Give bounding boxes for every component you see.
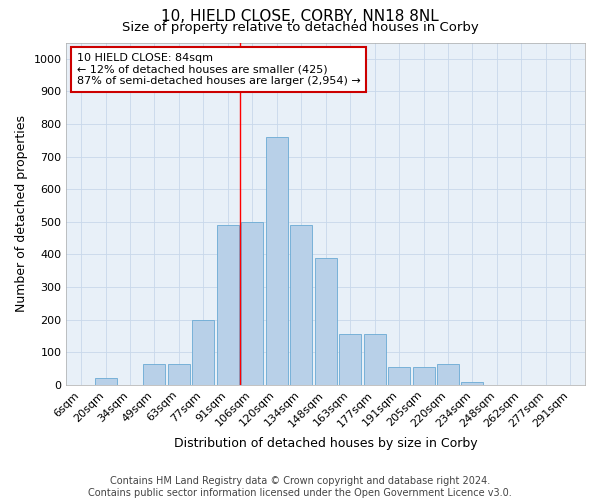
Text: 10, HIELD CLOSE, CORBY, NN18 8NL: 10, HIELD CLOSE, CORBY, NN18 8NL: [161, 9, 439, 24]
Bar: [437, 364, 459, 385]
Bar: [241, 222, 263, 385]
Bar: [143, 364, 166, 385]
X-axis label: Distribution of detached houses by size in Corby: Distribution of detached houses by size …: [174, 437, 478, 450]
Bar: [364, 334, 386, 385]
Text: Size of property relative to detached houses in Corby: Size of property relative to detached ho…: [122, 21, 478, 34]
Bar: [461, 382, 484, 385]
Text: Contains HM Land Registry data © Crown copyright and database right 2024.
Contai: Contains HM Land Registry data © Crown c…: [88, 476, 512, 498]
Bar: [217, 225, 239, 385]
Bar: [193, 320, 214, 385]
Bar: [266, 137, 288, 385]
Y-axis label: Number of detached properties: Number of detached properties: [15, 115, 28, 312]
Bar: [168, 364, 190, 385]
Bar: [339, 334, 361, 385]
Bar: [315, 258, 337, 385]
Text: 10 HIELD CLOSE: 84sqm
← 12% of detached houses are smaller (425)
87% of semi-det: 10 HIELD CLOSE: 84sqm ← 12% of detached …: [77, 53, 361, 86]
Bar: [95, 378, 116, 385]
Bar: [413, 367, 434, 385]
Bar: [388, 367, 410, 385]
Bar: [290, 225, 312, 385]
